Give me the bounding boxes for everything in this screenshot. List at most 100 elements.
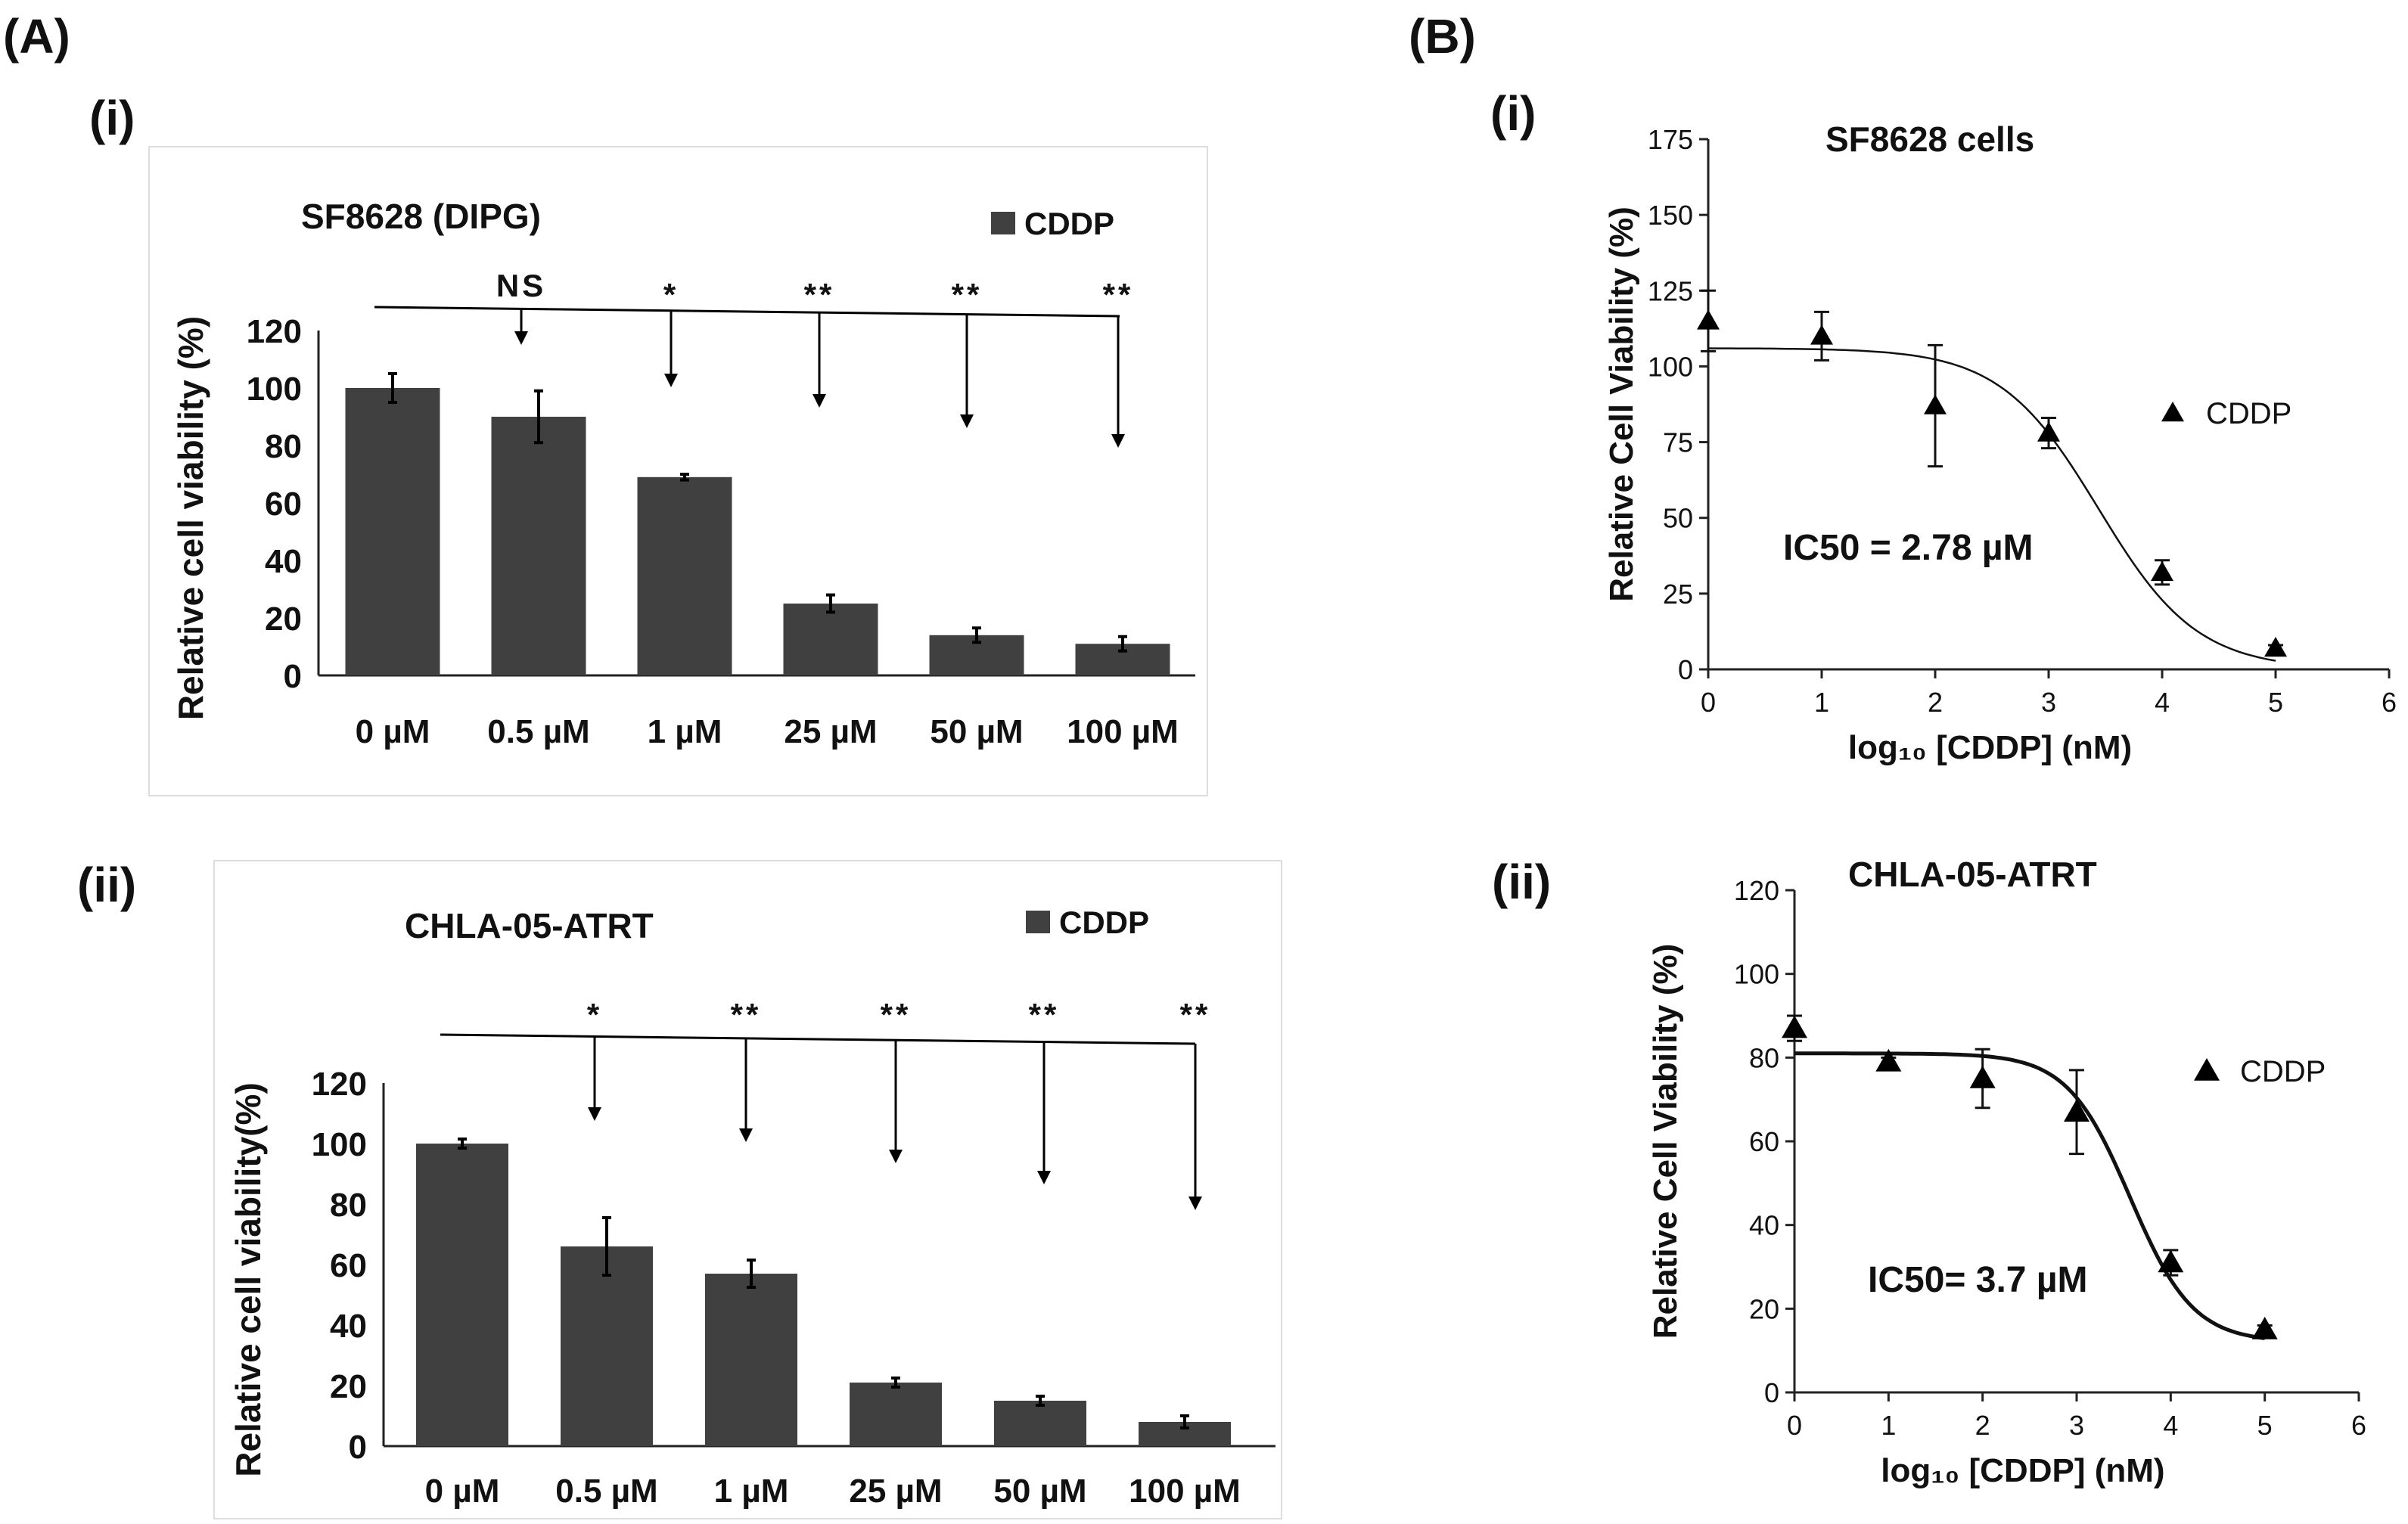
dose-response-sf8628: SF8628 cells 0 25 50 75 100 125 150 175 0 1 2 3 4 5 6 Re… (1603, 119, 2397, 766)
y-tick-label: 150 (1648, 200, 1693, 231)
y-tick-label: 120 (312, 1066, 367, 1103)
legend-label: CDDP (2240, 1055, 2326, 1088)
panel-label-A: (A) (3, 9, 70, 64)
x-tick-label: 25 µM (849, 1473, 942, 1510)
panel-label-B-ii: (ii) (1492, 855, 1551, 909)
y-tick-label: 40 (265, 543, 302, 580)
x-tick-label: 0.5 µM (487, 713, 589, 750)
significance-label: ** (1103, 277, 1134, 312)
data-point (2037, 421, 2060, 442)
fit-curve (1707, 347, 2276, 662)
plot-frame (213, 860, 1282, 1519)
panel-label-A-i: (i) (89, 91, 135, 145)
y-tick-label: 75 (1663, 427, 1693, 458)
x-tick-label: 3 (2069, 1410, 2084, 1441)
x-tick-label: 2 (1928, 687, 1943, 718)
significance-bracket (440, 1033, 1196, 1045)
significance-label: ** (731, 997, 762, 1032)
x-tick-label: 25 µM (784, 713, 877, 750)
bar (850, 1383, 942, 1446)
x-tick-label: 0 (1787, 1410, 1802, 1441)
y-tick-label: 100 (1734, 959, 1779, 990)
chart-title: SF8628 (DIPG) (301, 197, 541, 236)
data-point (2064, 1099, 2090, 1122)
y-tick-label: 60 (330, 1247, 367, 1284)
significance-label: ** (1029, 997, 1060, 1032)
y-axis-label: Relative Cell Viability (%) (1603, 206, 1640, 601)
y-tick-label: 100 (312, 1126, 367, 1163)
legend-swatch (1026, 911, 1050, 933)
significance-label: * (663, 277, 679, 312)
x-tick-label: 6 (2351, 1410, 2366, 1441)
y-axis-label: Relative cell viability (%) (171, 316, 210, 720)
y-tick-label: 20 (1749, 1293, 1779, 1324)
data-point (1782, 1015, 1807, 1038)
chart-title: CHLA-05-ATRT (1848, 855, 2097, 894)
y-tick-label: 120 (1734, 875, 1779, 906)
legend-label: CDDP (1024, 206, 1114, 241)
significance-label: ** (804, 277, 835, 312)
significance-label: NS (496, 268, 546, 303)
y-tick-label: 0 (1678, 654, 1693, 685)
data-point (1875, 1048, 1902, 1072)
y-axis-label: Relative Cell Viability (%) (1647, 944, 1684, 1339)
y-tick-label: 100 (1648, 351, 1693, 382)
significance-label: ** (952, 277, 983, 312)
x-tick-label: 4 (2155, 687, 2170, 718)
x-tick-label: 0 (1701, 687, 1716, 718)
significance-arrowhead (739, 1128, 753, 1142)
y-tick-label: 0 (284, 658, 302, 695)
y-tick-label: 50 (1663, 503, 1693, 534)
y-tick-label: 60 (1749, 1126, 1779, 1157)
x-tick-label: 1 (1881, 1410, 1896, 1441)
significance-bracket (374, 306, 1120, 318)
significance-arrowhead (1037, 1171, 1051, 1184)
x-axis-label: log₁₀ [CDDP] (nM) (1848, 729, 2132, 766)
y-tick-label: 20 (330, 1368, 367, 1405)
legend-label: CDDP (1059, 905, 1149, 940)
x-tick-label: 0 µM (425, 1473, 500, 1510)
data-point (1969, 1066, 1996, 1088)
legend-swatch (991, 212, 1015, 234)
data-point (2251, 1317, 2278, 1339)
bar (345, 388, 440, 675)
ic50-annotation: IC50 = 2.78 µM (1783, 528, 2034, 568)
y-tick-label: 20 (265, 601, 302, 638)
x-tick-label: 100 µM (1129, 1473, 1241, 1510)
significance-arrowhead (960, 414, 974, 428)
bar (637, 476, 732, 675)
significance-arrowhead (813, 394, 826, 408)
x-tick-label: 0 µM (356, 713, 430, 750)
y-tick-label: 120 (247, 313, 302, 350)
significance-label: * (587, 997, 602, 1032)
data-point (2264, 636, 2287, 657)
panel-label-B: (B) (1409, 9, 1476, 64)
significance-label: ** (881, 997, 912, 1032)
bar (783, 604, 878, 675)
y-tick-label: 80 (330, 1187, 367, 1224)
significance-arrowhead (588, 1107, 601, 1121)
x-axis-label: log₁₀ [CDDP] (nM) (1881, 1452, 2164, 1489)
bar (416, 1144, 508, 1446)
legend-label: CDDP (2206, 397, 2291, 430)
fit-curve (1794, 1051, 2266, 1340)
bar (705, 1274, 797, 1446)
x-tick-label: 6 (2382, 687, 2397, 718)
y-tick-label: 100 (247, 371, 302, 408)
significance-arrowhead (664, 374, 678, 387)
y-tick-label: 175 (1648, 124, 1693, 155)
x-tick-label: 100 µM (1067, 713, 1179, 750)
y-tick-label: 40 (1749, 1210, 1779, 1241)
x-tick-label: 2 (1975, 1410, 1990, 1441)
bar (561, 1246, 653, 1446)
data-point (1810, 324, 1833, 345)
x-tick-label: 50 µM (993, 1473, 1086, 1510)
panel-label-A-ii: (ii) (77, 858, 136, 912)
chart-title: SF8628 cells (1825, 119, 2034, 159)
ic50-annotation: IC50= 3.7 µM (1868, 1260, 2087, 1300)
y-tick-label: 25 (1663, 579, 1693, 610)
y-tick-label: 80 (265, 428, 302, 465)
significance-arrowhead (1188, 1197, 1202, 1210)
x-tick-label: 0.5 µM (555, 1473, 657, 1510)
